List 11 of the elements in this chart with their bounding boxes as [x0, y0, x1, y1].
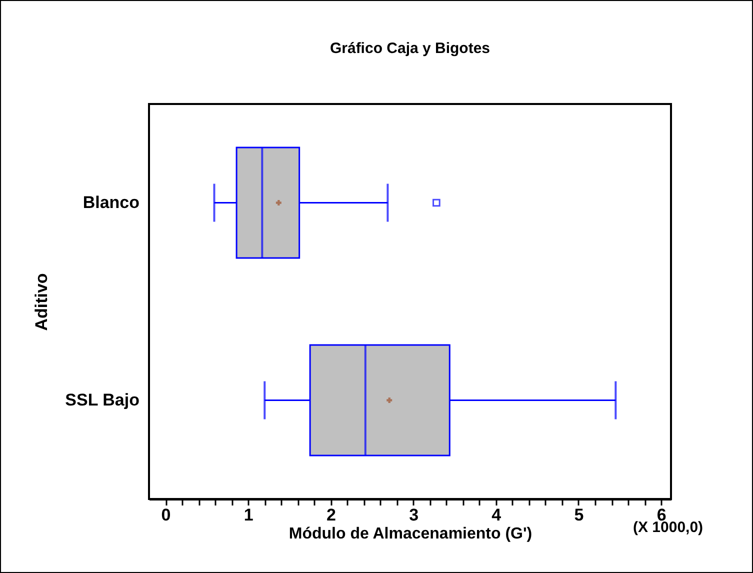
y-tick-label: Blanco	[82, 192, 140, 212]
x-tick-label: 2	[326, 506, 336, 524]
x-tick-label: 1	[244, 506, 254, 524]
y-axis-title: Aditivo	[32, 273, 51, 331]
x-tick-label: 3	[409, 506, 419, 524]
chart-title: Gráfico Caja y Bigotes	[330, 40, 490, 57]
x-axis-title: Módulo de Almacenamiento (G')	[288, 526, 532, 542]
x-tick-label: 5	[574, 506, 584, 524]
x-tick-label: 4	[492, 506, 502, 524]
x-tick-label: 0	[161, 506, 171, 524]
y-tick-label: SSL Bajo	[65, 390, 140, 410]
